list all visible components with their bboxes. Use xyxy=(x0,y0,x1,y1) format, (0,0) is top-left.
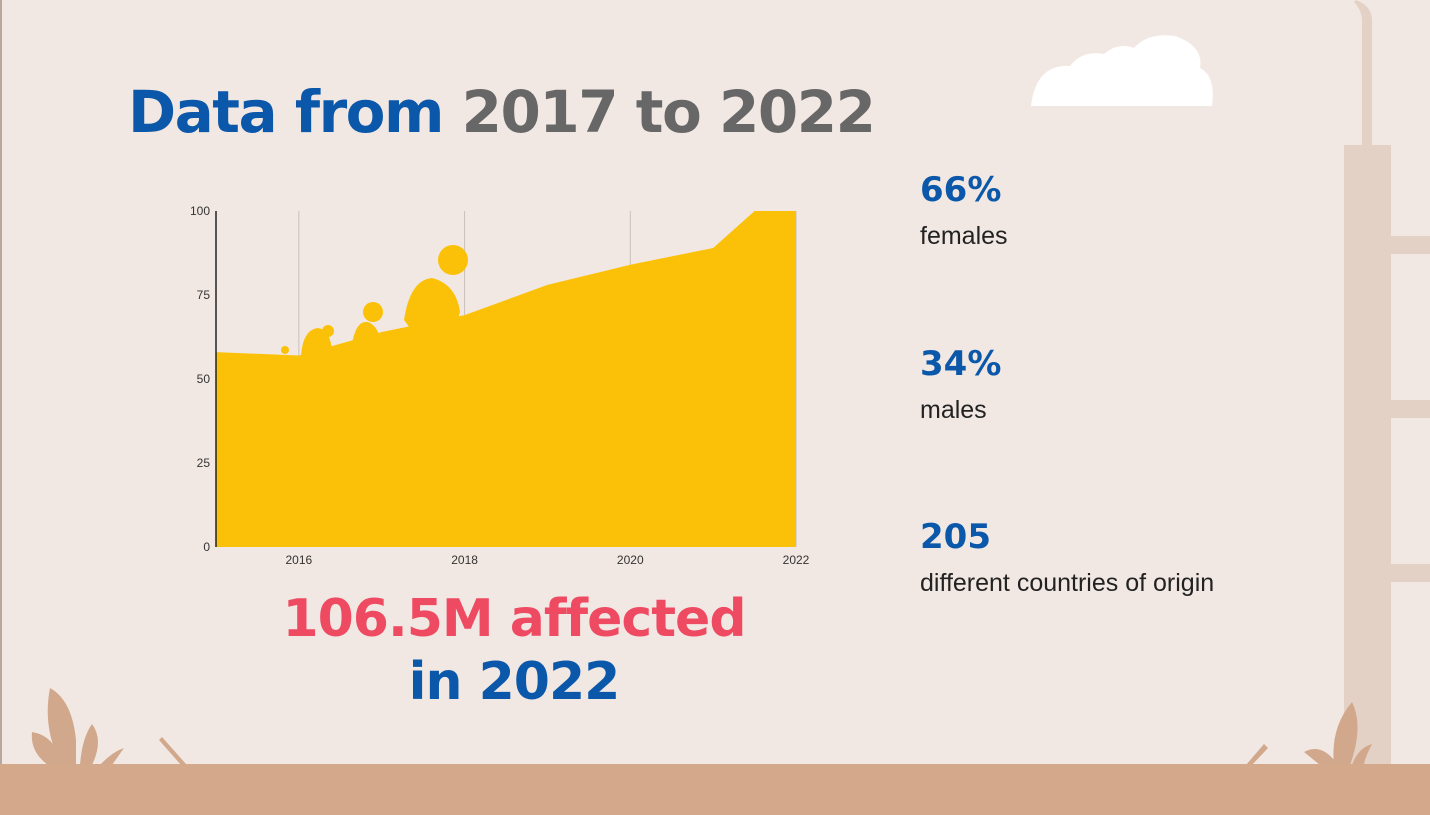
data-point xyxy=(711,246,715,250)
stat-females: 66% females xyxy=(920,170,1008,251)
data-point xyxy=(545,283,549,287)
x-tick-label: 2022 xyxy=(783,553,810,567)
stat-males: 34% males xyxy=(920,344,1001,425)
y-tick-label: 75 xyxy=(197,288,211,302)
y-tick-label: 0 xyxy=(203,540,210,554)
stat-value: 205 xyxy=(920,517,991,557)
area-chart: 0 25 50 75 100 2016 2018 2020 2022 xyxy=(190,204,810,567)
headline-line-2: in 2022 xyxy=(408,652,621,712)
y-tick-label: 25 xyxy=(197,456,211,470)
data-point xyxy=(297,353,301,357)
data-point xyxy=(794,209,798,213)
pole-icon xyxy=(1344,0,1430,765)
stat-value: 34% xyxy=(920,344,1002,384)
people-silhouette-icon xyxy=(281,245,468,358)
data-point xyxy=(380,330,384,334)
stat-label: males xyxy=(920,396,987,424)
area-series xyxy=(216,211,796,547)
headline: 106.5M affected in 2022 xyxy=(282,588,746,714)
page-title: Data from 2017 to 2022 xyxy=(128,78,876,146)
stat-countries: 205 different countries of origin xyxy=(920,517,1214,598)
x-tick-label: 2018 xyxy=(451,553,478,567)
title-part-2: 2017 to 2022 xyxy=(461,78,876,146)
data-point xyxy=(463,313,467,317)
title-part-1: Data from xyxy=(128,78,444,146)
ground xyxy=(0,764,1430,815)
data-point xyxy=(628,263,632,267)
y-tick-label: 100 xyxy=(190,204,210,218)
y-tick-label: 50 xyxy=(197,372,211,386)
left-border xyxy=(0,0,2,765)
plant-left-icon xyxy=(31,688,186,765)
cloud-icon xyxy=(1031,35,1213,107)
stat-label: different countries of origin xyxy=(920,569,1215,597)
stat-label: females xyxy=(920,222,1008,250)
x-tick-label: 2020 xyxy=(617,553,644,567)
headline-line-1: 106.5M affected xyxy=(282,589,746,649)
data-point xyxy=(753,209,757,213)
plant-right-icon xyxy=(1246,702,1372,765)
stat-value: 66% xyxy=(920,170,1002,210)
x-tick-label: 2016 xyxy=(286,553,313,567)
